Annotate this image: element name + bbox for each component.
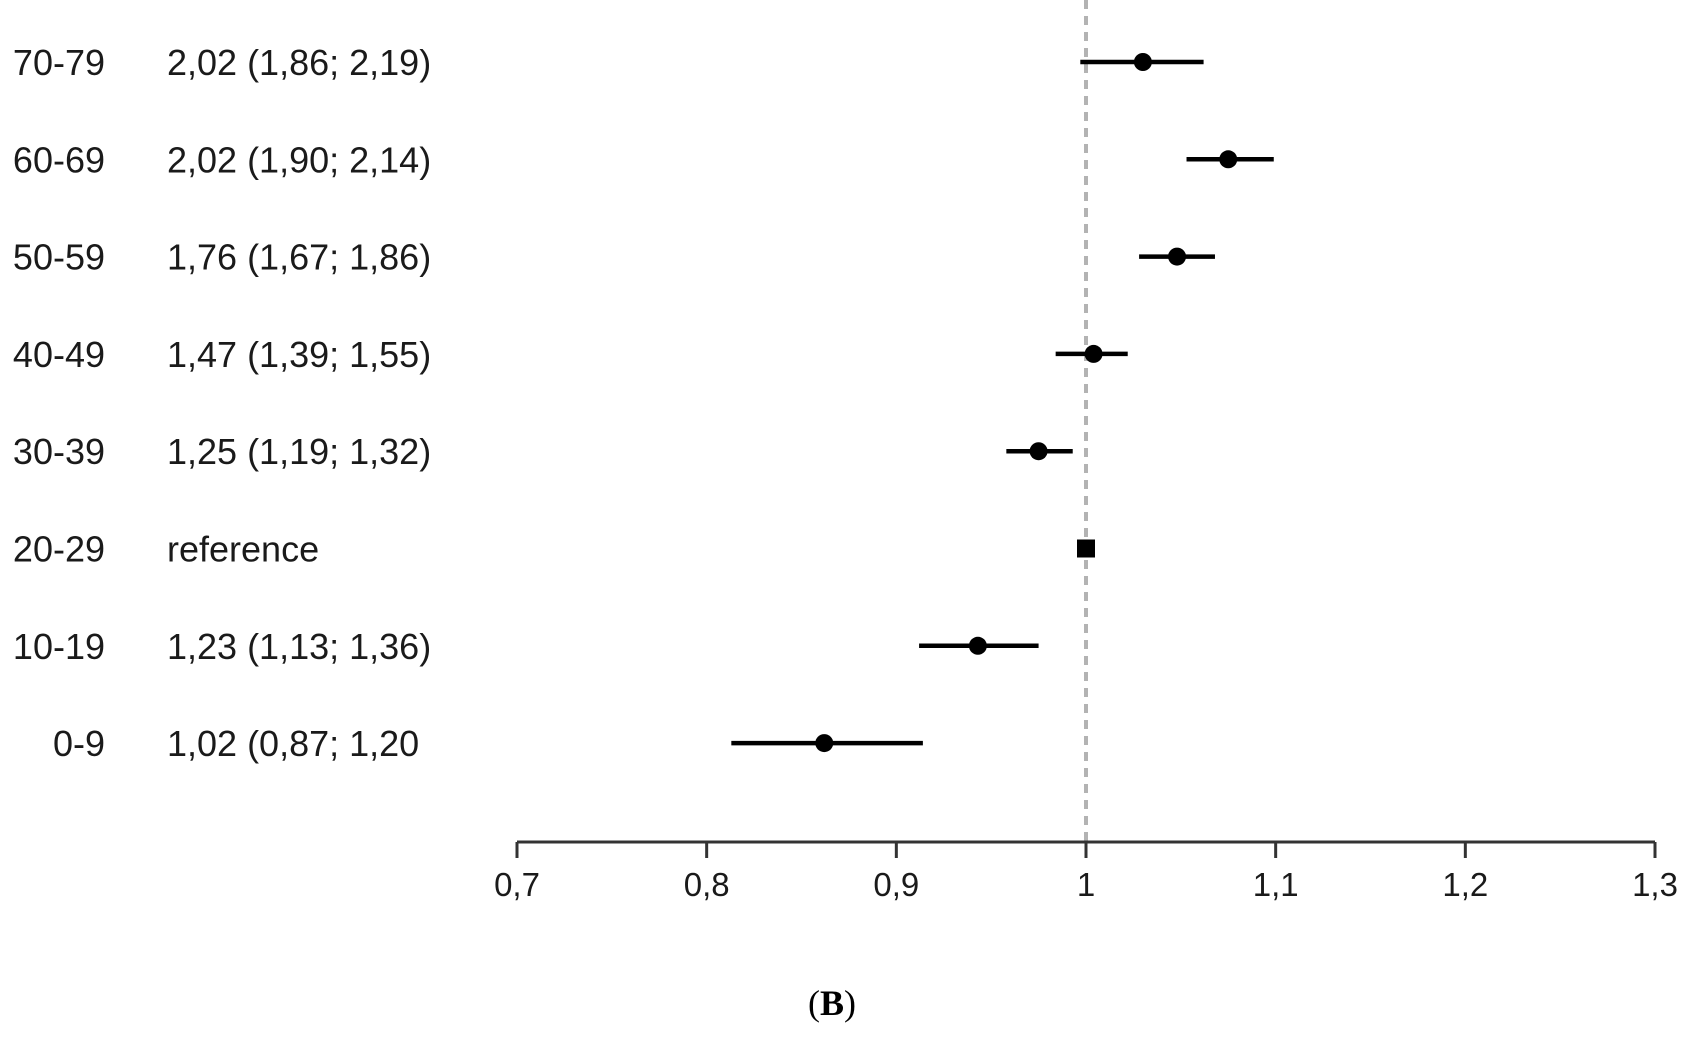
point-estimate: [1029, 442, 1048, 461]
point-estimate: [1219, 150, 1238, 169]
forest-row: 10-19 1,23 (1,13; 1,36): [13, 626, 1039, 667]
forest-row: 20-29 reference: [13, 529, 1095, 570]
group-label: 30-39: [13, 431, 105, 472]
estimate-label: 1,23 (1,13; 1,36): [167, 626, 431, 667]
estimate-label: 1,76 (1,67; 1,86): [167, 237, 431, 278]
point-estimate: [815, 734, 834, 753]
reference-marker: [1077, 539, 1095, 558]
x-tick-label: 0,8: [684, 866, 730, 903]
forest-row: 60-69 2,02 (1,90; 2,14): [13, 139, 1274, 180]
forest-row: 70-79 2,02 (1,86; 2,19): [13, 42, 1204, 83]
estimate-label: 2,02 (1,90; 2,14): [167, 139, 431, 180]
forest-rows: 70-79 2,02 (1,86; 2,19) 60-69 2,02 (1,90; 2…: [13, 42, 1274, 764]
estimate-label: 2,02 (1,86; 2,19): [167, 42, 431, 83]
estimate-label: 1,25 (1,19; 1,32): [167, 431, 431, 472]
point-estimate: [968, 636, 987, 655]
point-estimate: [1168, 247, 1187, 266]
x-axis: 0,7 0,8 0,9 1 1,1 1,2 1,3: [494, 840, 1678, 903]
group-label: 40-49: [13, 334, 105, 375]
group-label: 10-19: [13, 626, 105, 667]
group-label: 20-29: [13, 529, 105, 570]
group-label: 70-79: [13, 42, 105, 83]
x-tick-label: 0,7: [494, 866, 540, 903]
estimate-label: 1,02 (0,87; 1,20: [167, 723, 419, 764]
forest-row: 30-39 1,25 (1,19; 1,32): [13, 431, 1073, 472]
estimate-label: 1,47 (1,39; 1,55): [167, 334, 431, 375]
panel-label: (B): [808, 983, 856, 1023]
x-tick-label: 0,9: [873, 866, 919, 903]
point-estimate: [1084, 344, 1103, 363]
forest-row: 40-49 1,47 (1,39; 1,55): [13, 334, 1128, 375]
group-label: 60-69: [13, 139, 105, 180]
point-estimate: [1133, 53, 1152, 71]
x-tick-label: 1,3: [1632, 866, 1678, 903]
forest-row: 0-9 1,02 (0,87; 1,20: [53, 723, 923, 764]
estimate-label: reference: [167, 529, 319, 570]
group-label: 50-59: [13, 237, 105, 278]
forest-row: 50-59 1,76 (1,67; 1,86): [13, 237, 1215, 278]
x-tick-label: 1: [1077, 866, 1095, 903]
x-tick-label: 1,2: [1442, 866, 1488, 903]
group-label: 0-9: [53, 723, 105, 764]
x-tick-label: 1,1: [1253, 866, 1299, 903]
